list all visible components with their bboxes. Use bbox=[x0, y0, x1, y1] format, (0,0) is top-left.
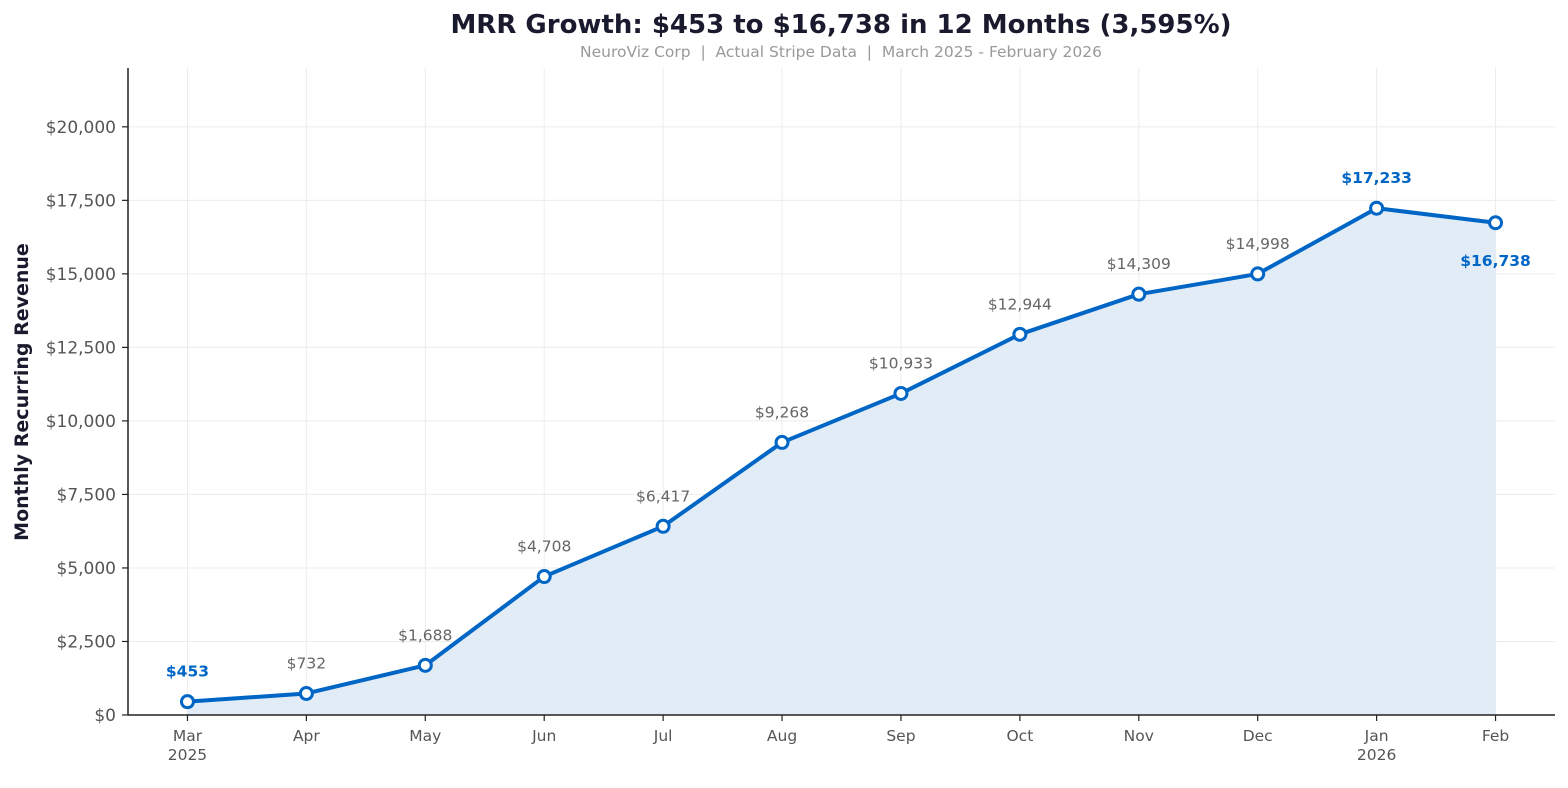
y-tick-label: $2,500 bbox=[57, 632, 116, 652]
data-label: $1,688 bbox=[398, 626, 452, 644]
y-axis-label: Monthly Recurring Revenue bbox=[11, 243, 33, 541]
data-point bbox=[655, 518, 671, 534]
marks-layer: $453 $732 $1,688 $4,708 $6,417 $9,268 $10,933 $… bbox=[166, 169, 1531, 710]
x-tick-label: Dec bbox=[1243, 727, 1273, 745]
x-tick-year-label: 2026 bbox=[1357, 746, 1396, 764]
y-tick-label: $5,000 bbox=[57, 559, 116, 579]
data-point bbox=[536, 569, 552, 585]
data-point bbox=[893, 385, 909, 401]
data-label: $9,268 bbox=[755, 403, 809, 421]
x-tick-label: Mar bbox=[173, 727, 203, 745]
data-label: $732 bbox=[287, 654, 326, 672]
data-label: $4,708 bbox=[517, 538, 571, 556]
chart-title: MRR Growth: $453 to $16,738 in 12 Months… bbox=[450, 10, 1231, 40]
x-tick-label: May bbox=[409, 727, 441, 745]
y-tick-label: $20,000 bbox=[46, 118, 116, 138]
y-tick-label: $17,500 bbox=[46, 191, 116, 211]
data-point bbox=[1250, 266, 1266, 282]
data-label: $6,417 bbox=[636, 487, 690, 505]
data-label: $16,738 bbox=[1460, 252, 1531, 270]
data-label: $453 bbox=[166, 663, 209, 681]
x-tick-label: Aug bbox=[767, 727, 797, 745]
series-line bbox=[187, 206, 1496, 704]
y-tick-label: $12,500 bbox=[46, 338, 116, 358]
data-label: $17,233 bbox=[1341, 169, 1412, 187]
y-tick-label: $10,000 bbox=[46, 412, 116, 432]
x-tick-year-label: 2025 bbox=[168, 746, 207, 764]
x-tick-label: Jul bbox=[653, 727, 673, 745]
area-fill bbox=[187, 208, 1496, 716]
x-tick-label: Feb bbox=[1482, 727, 1509, 745]
x-tick-label: Nov bbox=[1124, 727, 1154, 745]
x-tick-label: Apr bbox=[293, 727, 320, 745]
y-tick-label: $15,000 bbox=[46, 265, 116, 285]
data-label: $12,944 bbox=[988, 295, 1052, 313]
axes: $0 $2,500 $5,000 $7,500 $10,000 $12,500 $15,00… bbox=[46, 68, 1555, 764]
x-tick-label: Jun bbox=[531, 727, 556, 745]
data-point bbox=[1369, 200, 1385, 216]
data-point bbox=[1131, 286, 1147, 302]
data-label: $14,309 bbox=[1107, 255, 1171, 273]
x-tick-label: Jan bbox=[1364, 727, 1389, 745]
data-point bbox=[179, 694, 195, 710]
data-point bbox=[774, 434, 790, 450]
y-tick-label: $7,500 bbox=[57, 485, 116, 505]
x-tick-label: Oct bbox=[1006, 727, 1033, 745]
chart-subtitle: NeuroViz Corp | Actual Stripe Data | Mar… bbox=[580, 43, 1102, 61]
data-point bbox=[1488, 215, 1504, 231]
data-label: $10,933 bbox=[869, 354, 933, 372]
data-point bbox=[298, 685, 314, 701]
x-tick-label: Sep bbox=[886, 727, 915, 745]
data-label: $14,998 bbox=[1226, 235, 1290, 253]
y-tick-label: $0 bbox=[94, 706, 116, 726]
data-point bbox=[1012, 326, 1028, 342]
data-point bbox=[417, 657, 433, 673]
area-layer bbox=[187, 208, 1496, 716]
